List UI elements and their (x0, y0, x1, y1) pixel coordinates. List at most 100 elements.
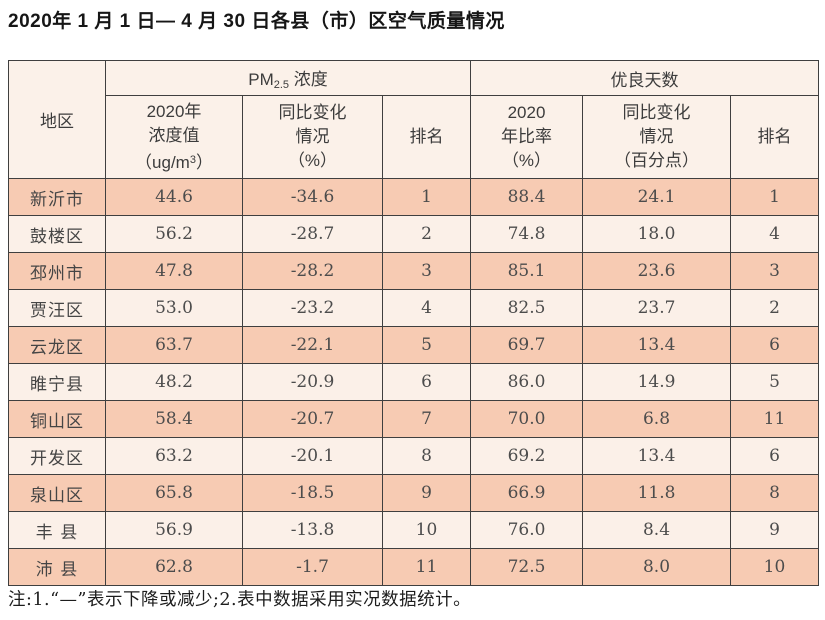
table-row: 沛 县 62.8 -1.7 11 72.5 8.0 10 (8, 548, 819, 586)
ratio-change-cell: 23.6 (582, 252, 731, 290)
ratio-change-line2: 情况 (639, 127, 674, 146)
pm-value-unit-close: ） (195, 152, 213, 172)
table-row: 睢宁县 48.2 -20.9 6 86.0 14.9 5 (8, 363, 819, 401)
column-group-good-days: 优良天数 (470, 60, 819, 96)
region-cell: 沛 县 (8, 548, 106, 586)
table-row: 泉山区 65.8 -18.5 9 66.9 11.8 8 (8, 474, 819, 512)
pm-value-line1: 2020年 (146, 101, 202, 121)
region-cell: 贾汪区 (8, 289, 106, 327)
ratio-rank-cell: 1 (730, 178, 819, 216)
ratio-change-cell: 24.1 (582, 178, 731, 216)
pm-change-cell: -20.9 (242, 363, 383, 401)
pm-change-cell: -1.7 (242, 548, 383, 586)
pm-change-cell: -28.2 (242, 252, 383, 290)
pm-value-line3: （ug/m3） (107, 148, 242, 175)
ratio-cell: 70.0 (470, 400, 583, 438)
ratio-rank-cell: 5 (730, 363, 819, 401)
footnote: 注:1.“—”表示下降或减少;2.表中数据采用实况数据统计。 (8, 590, 472, 610)
pm-rank-cell: 3 (382, 252, 471, 290)
pm-change-line3: （%） (287, 151, 338, 170)
pm-value-cell: 62.8 (105, 548, 243, 586)
pm-value-cell: 44.6 (105, 178, 243, 216)
ratio-line1: 2020 (507, 103, 546, 122)
table-row: 云龙区 63.7 -22.1 5 69.7 13.4 6 (8, 326, 819, 364)
pm-change-cell: -22.1 (242, 326, 383, 364)
pm-rank-cell: 4 (382, 289, 471, 327)
table-row: 贾汪区 53.0 -23.2 4 82.5 23.7 2 (8, 289, 819, 327)
header-sub-row: 2020年 浓度值 （ug/m3） 同比变化 情况 （%） 排名 2020 年比… (9, 95, 819, 179)
column-header-pm-rank: 排名 (382, 95, 471, 179)
ratio-change-cell: 23.7 (582, 289, 731, 327)
region-cell: 云龙区 (8, 326, 106, 364)
header-group-row: 地区 PM2.5 浓度 优良天数 (8, 60, 819, 179)
pm-value-cell: 63.2 (105, 437, 243, 475)
ratio-cell: 72.5 (470, 548, 583, 586)
pm-rank-cell: 10 (382, 511, 471, 549)
pm-value-unit: （ug/m (135, 152, 190, 172)
column-group-pm25: PM2.5 浓度 (105, 60, 471, 96)
pm-rank-cell: 6 (382, 363, 471, 401)
pm-change-cell: -18.5 (242, 474, 383, 512)
table-row: 丰 县 56.9 -13.8 10 76.0 8.4 9 (8, 511, 819, 549)
ratio-line2: 年比率 (501, 127, 552, 146)
ratio-change-cell: 18.0 (582, 215, 731, 253)
column-header-ratio-change: 同比变化 情况 （百分点） (582, 95, 731, 179)
pm25-label-prefix: PM (248, 70, 274, 89)
region-cell: 铜山区 (8, 400, 106, 438)
ratio-rank-cell: 9 (730, 511, 819, 549)
table-header: 地区 PM2.5 浓度 优良天数 2020年 浓度值 （ug/m3） 同比变化 … (8, 60, 819, 179)
ratio-rank-cell: 3 (730, 252, 819, 290)
table-body: 新沂市 44.6 -34.6 1 88.4 24.1 1 鼓楼区 56.2 -2… (8, 178, 819, 586)
region-cell: 丰 县 (8, 511, 106, 549)
column-header-ratio-rank: 排名 (730, 95, 819, 179)
ratio-cell: 88.4 (470, 178, 583, 216)
pm-rank-cell: 2 (382, 215, 471, 253)
ratio-cell: 76.0 (470, 511, 583, 549)
ratio-cell: 74.8 (470, 215, 583, 253)
pm-value-cell: 56.9 (105, 511, 243, 549)
region-cell: 邳州市 (8, 252, 106, 290)
table-row: 开发区 63.2 -20.1 8 69.2 13.4 6 (8, 437, 819, 475)
pm-change-cell: -20.1 (242, 437, 383, 475)
ratio-change-cell: 11.8 (582, 474, 731, 512)
table-row: 邳州市 47.8 -28.2 3 85.1 23.6 3 (8, 252, 819, 290)
page-title: 2020年 1 月 1 日— 4 月 30 日各县（市）区空气质量情况 (8, 11, 505, 32)
ratio-change-cell: 14.9 (582, 363, 731, 401)
air-quality-table: 地区 PM2.5 浓度 优良天数 2020年 浓度值 （ug/m3） 同比变化 … (8, 60, 819, 586)
ratio-cell: 66.9 (470, 474, 583, 512)
pm-change-cell: -13.8 (242, 511, 383, 549)
pm-value-cell: 63.7 (105, 326, 243, 364)
region-cell: 睢宁县 (8, 363, 106, 401)
pm-rank-cell: 1 (382, 178, 471, 216)
region-cell: 新沂市 (8, 178, 106, 216)
pm-value-unit-sup: 3 (189, 153, 196, 166)
pm-value-line2: 浓度值 (148, 125, 200, 145)
ratio-cell: 69.2 (470, 437, 583, 475)
pm-value-cell: 58.4 (105, 400, 243, 438)
pm-change-cell: -23.2 (242, 289, 383, 327)
ratio-change-line3: （百分点） (614, 151, 699, 170)
column-header-ratio: 2020 年比率 （%） (470, 95, 583, 179)
pm-rank-cell: 5 (382, 326, 471, 364)
pm-value-cell: 65.8 (105, 474, 243, 512)
ratio-rank-cell: 2 (730, 289, 819, 327)
ratio-rank-cell: 11 (730, 400, 819, 438)
pm-change-cell: -20.7 (242, 400, 383, 438)
ratio-rank-cell: 10 (730, 548, 819, 586)
pm-rank-cell: 8 (382, 437, 471, 475)
region-cell: 鼓楼区 (8, 215, 106, 253)
ratio-change-cell: 8.4 (582, 511, 731, 549)
ratio-rank-cell: 6 (730, 326, 819, 364)
pm-rank-cell: 7 (382, 400, 471, 438)
pm-value-cell: 47.8 (105, 252, 243, 290)
region-cell: 泉山区 (8, 474, 106, 512)
pm-value-cell: 56.2 (105, 215, 243, 253)
pm-change-line2: 情况 (295, 127, 330, 146)
ratio-rank-cell: 8 (730, 474, 819, 512)
pm-change-cell: -28.7 (242, 215, 383, 253)
ratio-rank-cell: 6 (730, 437, 819, 475)
pm25-subscript: 2.5 (273, 79, 290, 91)
pm-rank-cell: 9 (382, 474, 471, 512)
region-cell: 开发区 (8, 437, 106, 475)
